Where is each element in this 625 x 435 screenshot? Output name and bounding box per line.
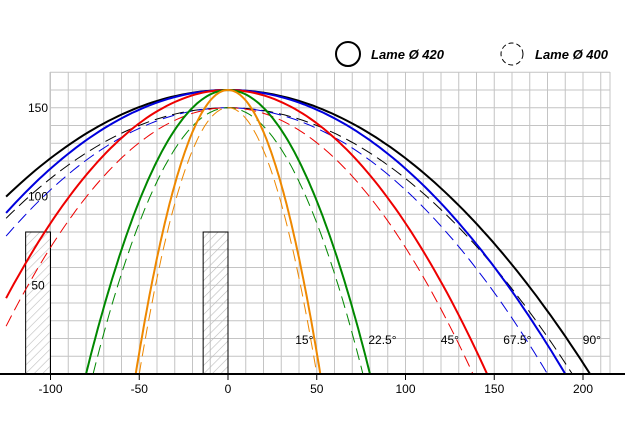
y-tick-label: 50 [31,278,45,292]
angle-label: 22.5° [368,333,396,347]
series-lines [5,88,591,374]
series-15-d400 [138,107,318,374]
x-tick-label: 100 [395,382,415,396]
legend-label-dashed: Lame Ø 400 [535,47,609,62]
grid [49,71,611,375]
x-tick-label: -100 [38,382,62,396]
x-tick-label: 50 [310,382,324,396]
legend-marker-solid [335,41,361,67]
series-67-5-d420 [5,89,567,374]
series-15-d420 [134,88,322,374]
x-tick-label: 150 [484,382,504,396]
x-tick-label: 200 [573,382,593,396]
legend-label-solid: Lame Ø 420 [371,47,445,62]
legend-marker-dashed [500,42,524,66]
legend: Lame Ø 420 Lame Ø 400 [335,41,609,67]
angle-label: 67.5° [503,333,531,347]
labels: 15° 22.5° 45° 67.5° 90° [295,333,601,347]
series-45-d400 [5,107,474,374]
series-90-d400 [5,107,573,374]
y-tick-label: 150 [28,101,48,115]
x-tick-label: 0 [225,382,232,396]
axes: -100 -50 0 50 100 150 200 50 100 150 [0,101,625,396]
y-tick-label: 100 [28,190,48,204]
series-90-d420 [5,89,591,374]
obstacle-2 [202,231,229,375]
series-67-5-d400 [5,107,548,374]
x-tick-label: -50 [131,382,149,396]
angle-label: 15° [295,333,313,347]
angle-label: 90° [583,333,601,347]
angle-label: 45° [441,333,459,347]
series-45-d420 [5,89,489,374]
